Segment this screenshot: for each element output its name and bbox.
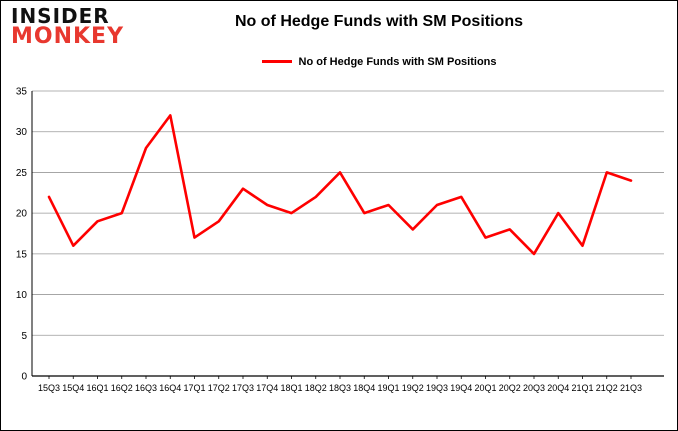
x-tick-label: 19Q2 bbox=[402, 383, 424, 393]
x-tick-label: 20Q3 bbox=[523, 383, 545, 393]
x-tick-label: 17Q4 bbox=[256, 383, 278, 393]
x-tick-label: 16Q4 bbox=[159, 383, 181, 393]
x-tick-label: 16Q3 bbox=[135, 383, 157, 393]
legend: No of Hedge Funds with SM Positions bbox=[81, 53, 677, 71]
y-tick-label: 35 bbox=[16, 87, 28, 98]
x-tick-label: 21Q2 bbox=[596, 383, 618, 393]
x-tick-label: 16Q2 bbox=[111, 383, 133, 393]
y-tick-label: 20 bbox=[16, 209, 28, 220]
x-tick-label: 15Q3 bbox=[38, 383, 60, 393]
x-tick-label: 19Q3 bbox=[426, 383, 448, 393]
logo-monkey-text: MONKEY bbox=[11, 24, 125, 50]
x-tick-label: 18Q1 bbox=[280, 383, 302, 393]
x-tick-label: 18Q2 bbox=[305, 383, 327, 393]
x-tick-label: 17Q2 bbox=[208, 383, 230, 393]
x-tick-label: 15Q4 bbox=[62, 383, 84, 393]
legend-line-swatch bbox=[261, 60, 292, 64]
y-tick-label: 25 bbox=[16, 168, 28, 179]
y-tick-label: 10 bbox=[16, 290, 28, 301]
x-tick-label: 17Q3 bbox=[232, 383, 254, 393]
x-tick-label: 20Q2 bbox=[499, 383, 521, 393]
legend-label: No of Hedge Funds with SM Positions bbox=[298, 55, 497, 68]
chart-title: No of Hedge Funds with SM Positions bbox=[235, 13, 523, 30]
x-tick-label: 19Q1 bbox=[377, 383, 399, 393]
y-tick-label: 0 bbox=[21, 372, 27, 383]
x-tick-label: 18Q4 bbox=[353, 383, 375, 393]
series-line bbox=[47, 114, 633, 256]
x-tick-label: 19Q4 bbox=[450, 383, 472, 393]
x-tick-label: 20Q1 bbox=[474, 383, 496, 393]
x-tick-label: 20Q4 bbox=[547, 383, 569, 393]
y-tick-label: 15 bbox=[16, 249, 28, 260]
y-tick-label: 5 bbox=[21, 331, 27, 342]
x-tick-label: 17Q1 bbox=[183, 383, 205, 393]
header: No of Hedge Funds with SM Positions No o… bbox=[81, 13, 677, 71]
x-tick-label: 21Q3 bbox=[620, 383, 642, 393]
insider-monkey-logo: INSIDER MONKEY bbox=[11, 6, 124, 49]
y-tick-label: 30 bbox=[16, 127, 28, 138]
x-tick-label: 16Q1 bbox=[86, 383, 108, 393]
x-tick-label: 18Q3 bbox=[329, 383, 351, 393]
x-tick-label: 21Q1 bbox=[571, 383, 593, 393]
logo-insider-text: INSIDER bbox=[11, 4, 110, 28]
